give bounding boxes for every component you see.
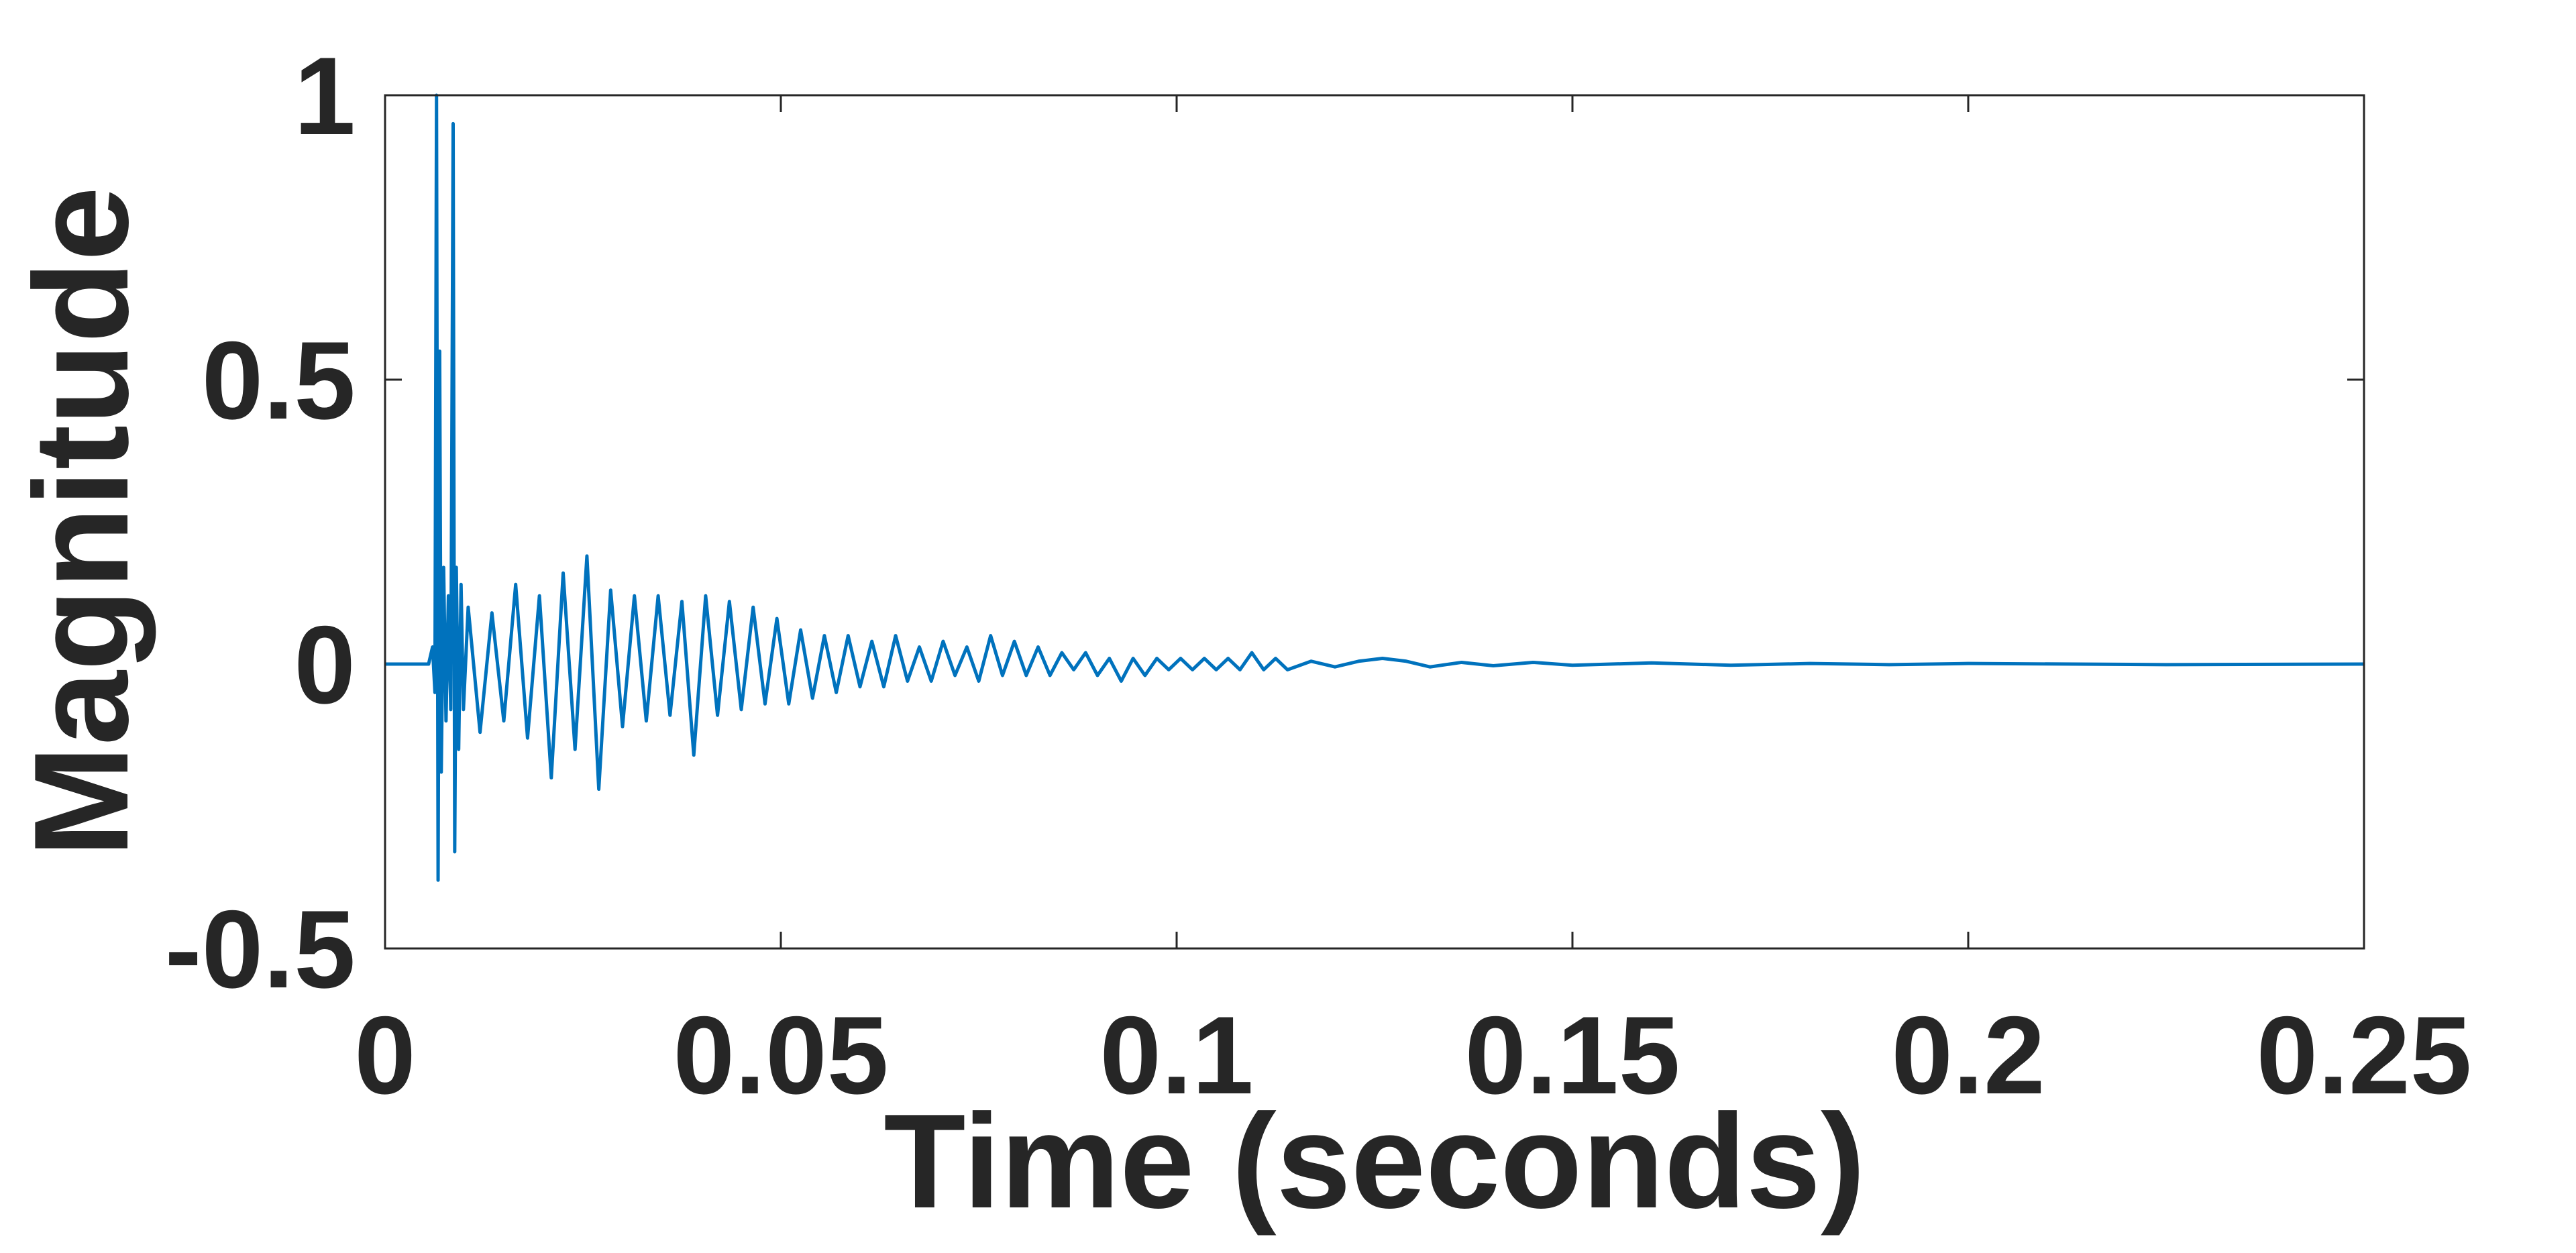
y-tick-label: 0.5	[202, 319, 356, 442]
x-tick-label: 0	[354, 993, 416, 1117]
x-tick-label: 0.1	[1099, 993, 1253, 1117]
x-tick-label: 0.2	[1891, 993, 2045, 1117]
data-line	[385, 93, 2365, 882]
y-axis-label: Magnitude	[7, 186, 156, 857]
y-tick-label: -0.5	[165, 887, 356, 1011]
x-tick-label: 0.25	[2256, 993, 2471, 1117]
plot-area	[385, 95, 2364, 948]
y-tick-label: 1	[294, 34, 356, 158]
x-axis-label: Time (seconds)	[883, 1087, 1865, 1236]
x-tick-label: 0.15	[1464, 993, 1680, 1117]
axes-box	[384, 94, 2365, 950]
x-tick-label: 0.05	[673, 993, 888, 1117]
y-tick-label: 0	[294, 603, 356, 726]
